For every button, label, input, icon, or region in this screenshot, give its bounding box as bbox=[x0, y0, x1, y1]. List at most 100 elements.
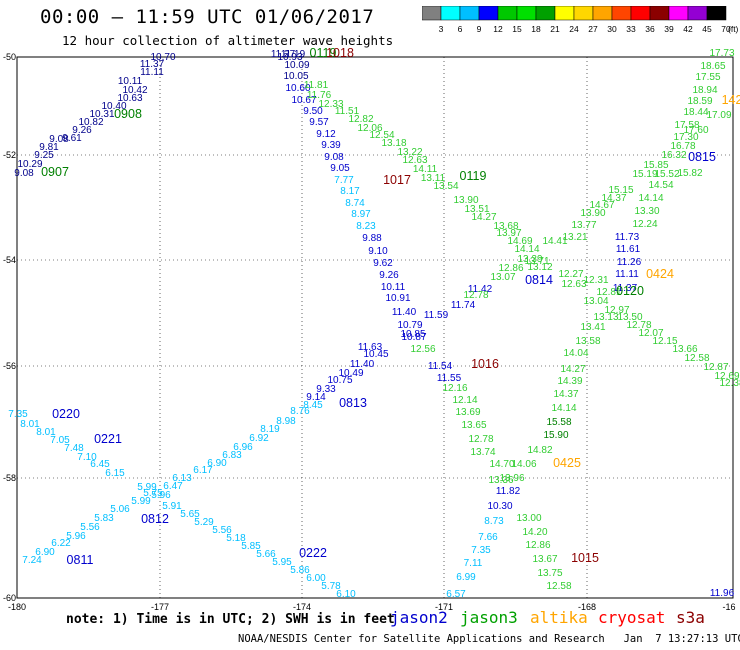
wave-height-label: 12.86 bbox=[498, 263, 523, 274]
wave-height-label: 10.93 bbox=[277, 52, 302, 63]
wave-height-label: 11.96 bbox=[710, 588, 735, 599]
wave-height-label: 12.06 bbox=[357, 123, 382, 134]
wave-height-label: 12.81 bbox=[596, 287, 621, 298]
wave-height-label: 13.65 bbox=[461, 420, 486, 431]
pass-time-tag: 1017 bbox=[383, 173, 411, 187]
wave-height-label: 13.90 bbox=[580, 208, 605, 219]
wave-height-label: 13.50 bbox=[617, 312, 642, 323]
wave-height-label: 15.15 bbox=[608, 185, 633, 196]
colorbar-tick: 3 bbox=[439, 24, 444, 34]
wave-height-label: 7.35 bbox=[471, 545, 491, 556]
wave-height-label: 10.49 bbox=[338, 368, 363, 379]
lat-tick-label: -50 bbox=[3, 52, 16, 62]
pass-time-tag: 1016 bbox=[471, 357, 499, 371]
wave-height-label: 8.73 bbox=[484, 516, 504, 527]
wave-height-label: 13.21 bbox=[562, 232, 587, 243]
wave-height-label: 10.82 bbox=[78, 117, 103, 128]
pass-time-tag: 0814 bbox=[525, 273, 553, 287]
wave-height-label: 13.30 bbox=[634, 206, 659, 217]
colorbar-tick: 18 bbox=[531, 24, 541, 34]
wave-height-label: 13.54 bbox=[433, 181, 458, 192]
wave-height-label: 13.96 bbox=[499, 473, 524, 484]
wave-height-label: 13.41 bbox=[580, 322, 605, 333]
wave-height-label: 12.58 bbox=[546, 581, 571, 592]
wave-height-label: 9.05 bbox=[330, 163, 350, 174]
wave-height-label: 12.27 bbox=[558, 269, 583, 280]
wave-height-label: 10.63 bbox=[117, 93, 142, 104]
wave-height-label: 5.66 bbox=[256, 549, 276, 560]
wave-height-label: 10.11 bbox=[381, 282, 406, 293]
map-subtitle: 12 hour collection of altimeter wave hei… bbox=[62, 33, 394, 48]
wave-height-label: 11.55 bbox=[437, 373, 462, 384]
lat-tick-label: -54 bbox=[3, 255, 16, 265]
wave-height-label: 15.85 bbox=[643, 160, 668, 171]
wave-height-label: 12.69 bbox=[714, 371, 739, 382]
wave-height-label: 12.86 bbox=[525, 540, 550, 551]
wave-height-label: 9.12 bbox=[316, 129, 336, 140]
wave-height-label: 13.22 bbox=[397, 147, 422, 158]
wave-height-label: 7.66 bbox=[478, 532, 498, 543]
wave-height-label: 13.00 bbox=[516, 513, 541, 524]
wave-height-label: 14.14 bbox=[514, 244, 539, 255]
pass-time-tag: 0222 bbox=[299, 546, 327, 560]
wave-height-label: 11.54 bbox=[428, 361, 453, 372]
colorbar-tick: 12 bbox=[493, 24, 503, 34]
wave-height-label: 5.99 bbox=[131, 496, 151, 507]
wave-height-label: 9.62 bbox=[373, 258, 393, 269]
wave-height-label: 5.06 bbox=[110, 504, 130, 515]
wave-height-label: 13.75 bbox=[537, 568, 562, 579]
wave-height-label: 13.74 bbox=[470, 447, 495, 458]
wave-height-label: 12.54 bbox=[369, 130, 394, 141]
colorbar-tick: 24 bbox=[569, 24, 579, 34]
colorbar-tick: 21 bbox=[550, 24, 560, 34]
wave-height-label: 6.22 bbox=[51, 538, 71, 549]
pass-time-tag: 0811 bbox=[67, 553, 94, 567]
wave-height-label: 14.06 bbox=[511, 459, 536, 470]
wave-height-label: 15.52 bbox=[654, 169, 679, 180]
wave-height-label: 5.91 bbox=[162, 501, 182, 512]
pass-time-tag: 0119 bbox=[310, 46, 337, 60]
wave-height-label: 12.16 bbox=[442, 383, 467, 394]
pass-time-tag: 0813 bbox=[339, 396, 367, 410]
map-title: 00:00 – 11:59 UTC 01/06/2017 bbox=[40, 6, 375, 28]
wave-height-label: 13.77 bbox=[571, 220, 596, 231]
wave-height-label: 10.05 bbox=[283, 71, 308, 82]
wave-height-label: 8.76 bbox=[290, 406, 310, 417]
wave-height-label: 16.32 bbox=[661, 150, 686, 161]
wave-height-label: 11.11 bbox=[140, 67, 164, 78]
wave-height-label: 10.67 bbox=[291, 95, 316, 106]
legend-s3a: s3a bbox=[676, 608, 705, 627]
wave-height-label: 9.61 bbox=[62, 133, 82, 144]
wave-height-label: 11.40 bbox=[392, 307, 417, 318]
lon-tick-label: -174 bbox=[293, 602, 311, 612]
wave-height-label: 11.73 bbox=[615, 232, 640, 243]
wave-height-label: 17.30 bbox=[673, 132, 698, 143]
wave-height-label: 8.17 bbox=[340, 186, 360, 197]
wave-height-label: 8.01 bbox=[20, 419, 40, 430]
wave-height-label: 6.00 bbox=[306, 573, 326, 584]
lon-tick-label: -168 bbox=[578, 602, 596, 612]
wave-height-label: 12.58 bbox=[684, 353, 709, 364]
wave-height-label: 6.99 bbox=[456, 572, 476, 583]
wave-height-label: 7.11 bbox=[464, 558, 483, 569]
wave-height-label: 9.57 bbox=[309, 117, 329, 128]
pass-time-tag: 142 bbox=[722, 93, 740, 107]
wave-height-label: 14.82 bbox=[527, 445, 552, 456]
wave-height-label: 6.10 bbox=[336, 589, 356, 600]
wave-height-label: 12.78 bbox=[626, 320, 651, 331]
wave-height-label: 12.38 bbox=[719, 378, 740, 389]
wave-height-label: 13.97 bbox=[496, 228, 521, 239]
pass-time-tag: 0908 bbox=[114, 107, 142, 121]
colorbar-tick: 30 bbox=[607, 24, 617, 34]
wave-height-label: 9.26 bbox=[379, 270, 399, 281]
wave-height-label: 13.68 bbox=[493, 221, 518, 232]
pass-time-tag: 0221 bbox=[94, 432, 122, 446]
wave-height-label: 10.30 bbox=[487, 501, 512, 512]
wave-height-label: 11.19 bbox=[281, 49, 306, 60]
wave-height-label: 12.78 bbox=[463, 290, 488, 301]
wave-height-label: 10.09 bbox=[284, 60, 309, 71]
pass-time-tag: 1015 bbox=[571, 551, 599, 565]
wave-height-label: 8.01 bbox=[36, 427, 56, 438]
pass-time-tag: 0119 bbox=[460, 169, 487, 183]
